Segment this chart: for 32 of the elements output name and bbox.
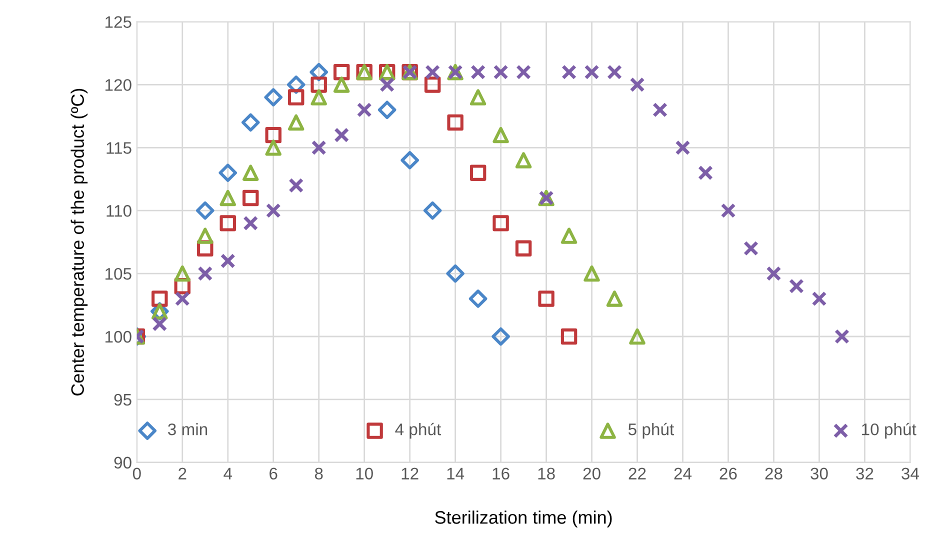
legend-label: 4 phút [395, 422, 442, 439]
y-tick-label: 110 [106, 205, 132, 217]
x-tick-label: 16 [492, 468, 510, 480]
x-tick-label: 6 [270, 468, 278, 480]
x-tick-label: 2 [178, 468, 186, 480]
x-tick-label: 30 [810, 468, 828, 480]
y-tick-label: 125 [106, 16, 132, 28]
x-axis-title: Sterilization time (min) [435, 510, 612, 528]
x-tick-label: 28 [765, 468, 782, 480]
x-tick-label: 18 [538, 468, 555, 480]
legend-label: 3 min [168, 423, 208, 436]
x-tick-label: 12 [402, 468, 418, 480]
y-tick-label: 95 [114, 394, 132, 406]
x-tick-label: 10 [356, 468, 373, 480]
x-tick-label: 34 [902, 468, 919, 480]
y-tick-label: 120 [106, 79, 132, 91]
x-tick-label: 26 [720, 468, 737, 480]
x-tick-label: 22 [628, 468, 646, 480]
x-tick-label: 4 [224, 468, 232, 480]
y-tick-label: 100 [106, 330, 132, 343]
x-tick-label: 8 [314, 468, 323, 480]
x-tick-label: 32 [856, 468, 874, 480]
x-tick-label: 0 [132, 468, 141, 480]
y-tick-label: 105 [106, 268, 132, 280]
x-tick-label: 20 [583, 468, 600, 480]
x-tick-label: 14 [447, 468, 464, 480]
x-tick-label: 24 [674, 468, 692, 480]
y-tick-label: 115 [106, 142, 132, 154]
y-axis-title: Center temperature of the product (ºC) [70, 88, 88, 396]
legend-label: 10 phút [862, 422, 916, 439]
legend-label: 5 phút [628, 422, 674, 439]
y-tick-label: 90 [114, 456, 132, 469]
